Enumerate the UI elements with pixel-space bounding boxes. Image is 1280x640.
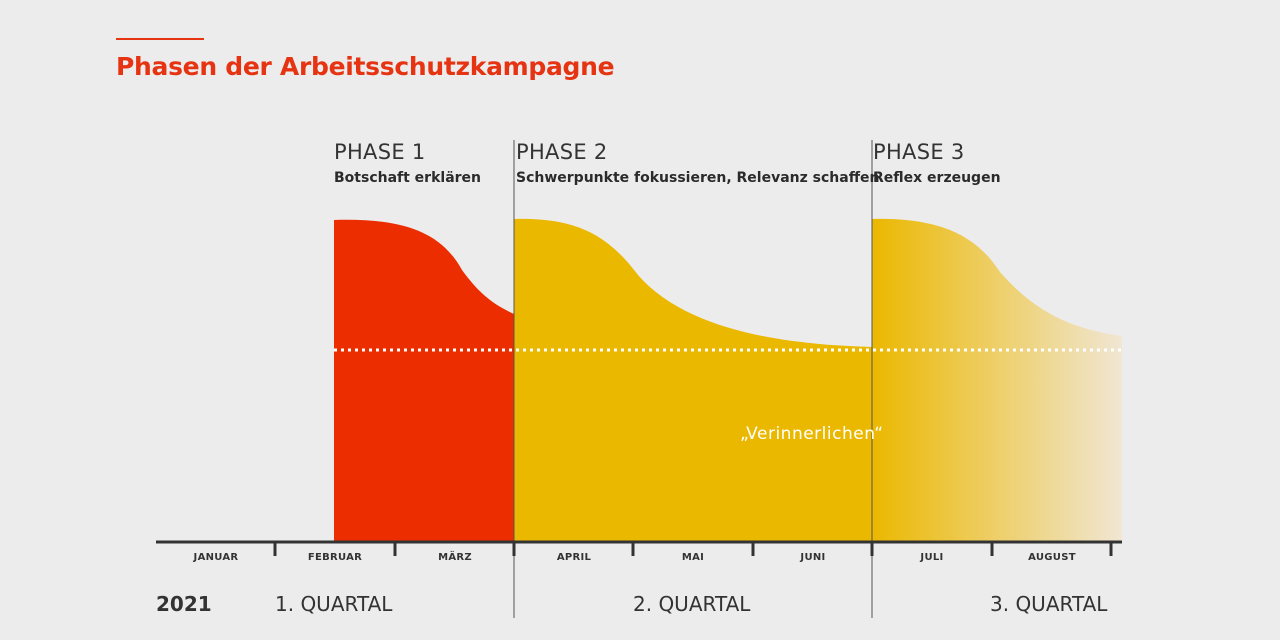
phase-3-name: PHASE 3 (873, 140, 965, 164)
phase-3-area (872, 218, 1122, 542)
phase-3-header: PHASE 3 Reflex erzeugen (873, 140, 1001, 186)
month-label-maerz: MÄRZ (438, 552, 472, 563)
annotation-verinnerlichen: „Verinnerlichen“ (740, 424, 884, 444)
month-label-juli: JULI (920, 552, 944, 563)
quarter-label-3: 3. QUARTAL (990, 592, 1108, 616)
year-label: 2021 (156, 592, 212, 616)
phase-1-name: PHASE 1 (334, 140, 426, 164)
phase-2-subtitle: Schwerpunkte fokussieren, Relevanz schaf… (516, 170, 880, 186)
axis-ticks (273, 542, 1113, 556)
phase-1-header: PHASE 1 Botschaft erklären (334, 140, 481, 186)
page-title: Phasen der Arbeitsschutzkampagne (116, 52, 615, 81)
month-label-august: AUGUST (1028, 552, 1076, 563)
quarter-label-2: 2. QUARTAL (633, 592, 751, 616)
phase-1-subtitle: Botschaft erklären (334, 170, 482, 186)
month-label-mai: MAI (681, 552, 705, 563)
phase-2-header: PHASE 2 Schwerpunkte fokussieren, Releva… (516, 140, 880, 186)
month-label-april: APRIL (556, 552, 592, 563)
month-label-juni: JUNI (800, 552, 826, 563)
quarter-label-1: 1. QUARTAL (275, 592, 393, 616)
month-label-januar: JANUAR (193, 552, 239, 563)
title-rule (116, 38, 204, 40)
phase-2-area (514, 218, 872, 542)
phase-2-name: PHASE 2 (516, 140, 608, 164)
month-label-februar: FEBRUAR (307, 552, 363, 563)
phase-1-area (334, 219, 514, 542)
phase-3-subtitle: Reflex erzeugen (873, 170, 1001, 186)
